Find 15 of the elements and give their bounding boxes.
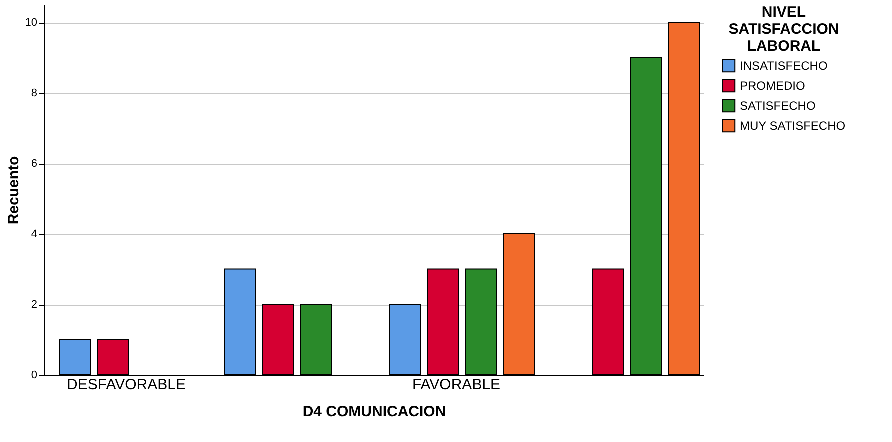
y-tick-label: 10 (25, 17, 38, 30)
legend-title: NIVEL SATISFACCION LABORAL (728, 4, 840, 55)
legend-label: MUY SATISFECHO (740, 119, 846, 133)
x-tick-label: FAVORABLE (412, 376, 501, 394)
y-tick-label: 4 (31, 228, 38, 241)
y-tick-label: 8 (31, 88, 38, 100)
y-tick-label: 0 (31, 370, 38, 382)
y-tick-label: 2 (31, 299, 38, 312)
y-axis-title: Recuento (5, 156, 22, 225)
legend-label: PROMEDIO (740, 79, 806, 93)
legend-label: SATISFECHO (740, 99, 816, 113)
x-tick-label: DESFAVORABLE (67, 376, 186, 394)
legend-label: INSATISFECHO (740, 59, 828, 73)
x-axis-title: D4 COMUNICACION (302, 404, 446, 420)
y-tick-label: 6 (31, 158, 38, 170)
